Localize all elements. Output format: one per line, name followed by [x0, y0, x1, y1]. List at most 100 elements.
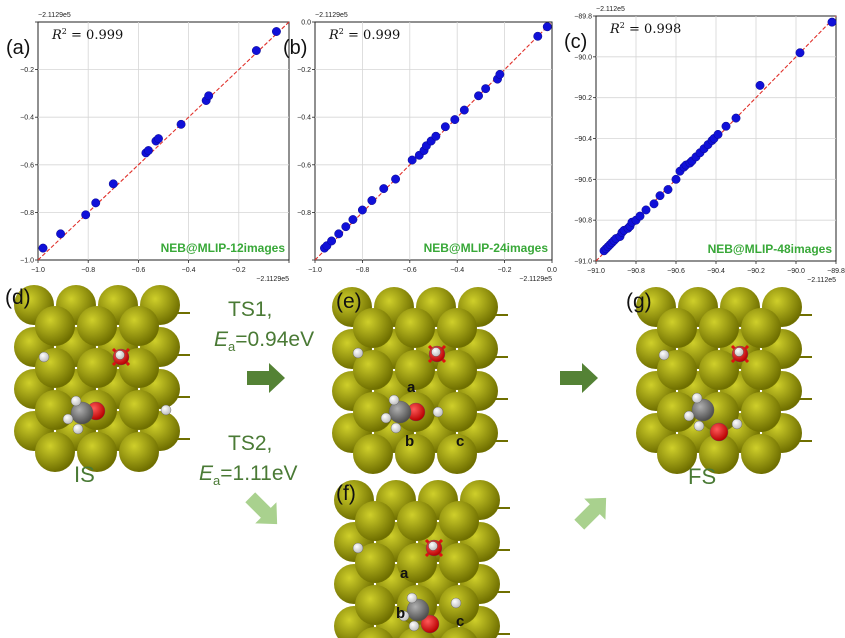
x-tick-label: −0.8 [81, 267, 95, 274]
site-label-a: a [407, 379, 416, 396]
metal-atom [397, 543, 437, 583]
series-label: NEB@MLIP-24images [424, 241, 549, 255]
oxygen-atom [731, 345, 749, 363]
x-tick-label: −0.6 [131, 267, 145, 274]
metal-atom [437, 392, 477, 432]
metal-atom [636, 413, 676, 453]
metal-atom [678, 413, 718, 453]
slab-is [14, 285, 190, 472]
metal-atom [56, 327, 96, 367]
metal-atom [416, 329, 456, 369]
data-point [671, 174, 681, 184]
slab-ts2 [334, 480, 510, 638]
site-label-c: c [456, 433, 464, 450]
metal-atom [56, 411, 96, 451]
data-point [357, 205, 367, 215]
arrow-ts1 [247, 363, 285, 393]
metal-atom [98, 411, 138, 451]
y-tick-label: −0.8 [297, 210, 311, 217]
oxygen-atom [425, 539, 443, 557]
y-tick-label: −90.0 [574, 54, 592, 61]
water-bond [424, 538, 444, 558]
metal-atom [439, 543, 479, 583]
r-squared: R2 = 0.999 [328, 27, 400, 43]
metal-atom [418, 606, 458, 638]
metal-atom [374, 371, 414, 411]
metal-atom [437, 434, 477, 474]
x-tick-label: −0.2 [498, 267, 512, 274]
y-tick-label: −90.2 [574, 95, 592, 102]
series-label: NEB@MLIP-12images [161, 241, 286, 255]
metal-atom [56, 369, 96, 409]
hydrogen-atom [734, 347, 744, 357]
data-point [176, 119, 186, 129]
panel-label-f: (f) [336, 482, 356, 505]
data-point [440, 122, 450, 132]
data-point [143, 146, 153, 155]
x-tick-label: −90.6 [667, 268, 685, 275]
metal-atom [353, 308, 393, 348]
metal-atom [353, 392, 393, 432]
data-point [91, 198, 101, 208]
site-label-b: b [396, 605, 405, 622]
data-point [542, 22, 552, 32]
metal-atom [416, 287, 456, 327]
data-point [38, 243, 48, 253]
data-point [663, 185, 673, 194]
hydrogen-atom [693, 420, 705, 432]
data-point [391, 174, 401, 184]
metal-atom [374, 287, 414, 327]
hydrogen-atom [731, 418, 743, 430]
ts2-energy: Ea=1.11eV [199, 462, 298, 488]
metal-atom [77, 306, 117, 346]
slab-ts1 [332, 287, 508, 474]
metal-atom [119, 348, 159, 388]
arrow-is-fs [560, 363, 598, 393]
metal-atom [418, 564, 458, 604]
data-point [481, 84, 491, 94]
metal-atom [720, 287, 760, 327]
y-tick-label: −1.0 [20, 258, 34, 265]
metal-atom [657, 308, 697, 348]
water-bond [427, 344, 447, 364]
panel-label-g: (g) [626, 290, 652, 313]
metal-atom [119, 390, 159, 430]
metal-atom [140, 411, 180, 451]
ts2-title: TS2, [228, 432, 273, 455]
ts1-energy: Ea=0.94eV [214, 328, 314, 354]
data-point [635, 211, 645, 221]
hydrogen-atom [388, 394, 400, 406]
metal-atom [657, 350, 697, 390]
x-tick-label: −90.8 [627, 268, 645, 275]
x-tick-label: −0.2 [232, 267, 246, 274]
metal-atom [439, 501, 479, 541]
data-point [459, 105, 469, 115]
data-point [731, 113, 741, 123]
data-point [108, 179, 118, 189]
ts2-energy-subscript: a [213, 473, 221, 489]
metal-atom [14, 411, 54, 451]
hydrogen-atom [683, 410, 695, 422]
metal-atom [437, 308, 477, 348]
offset-text-top: −2.1129e5 [38, 12, 71, 19]
metal-atom [460, 606, 500, 638]
data-point [641, 205, 651, 215]
ts1-title: TS1, [228, 298, 273, 321]
hydrogen-atom [428, 541, 438, 551]
hydrogen-atom [390, 422, 402, 434]
metal-atom [460, 522, 500, 562]
carbon-atom [406, 598, 430, 622]
y-tick-label: −89.8 [574, 14, 592, 21]
x-tick-label: −90.2 [747, 268, 765, 275]
series-label: NEB@MLIP-48images [708, 242, 833, 256]
hydrogen-atom [432, 406, 444, 418]
arrow-shape [247, 363, 285, 393]
data-point [713, 129, 723, 139]
y-tick-label: −91.0 [574, 259, 592, 266]
y-tick-label: −0.4 [297, 115, 311, 122]
ts1-energy-subscript: a [228, 339, 236, 355]
y-tick-label: −0.4 [20, 115, 34, 122]
data-point [251, 46, 261, 56]
y-tick-label: −90.4 [574, 136, 592, 143]
data-point [348, 215, 358, 224]
